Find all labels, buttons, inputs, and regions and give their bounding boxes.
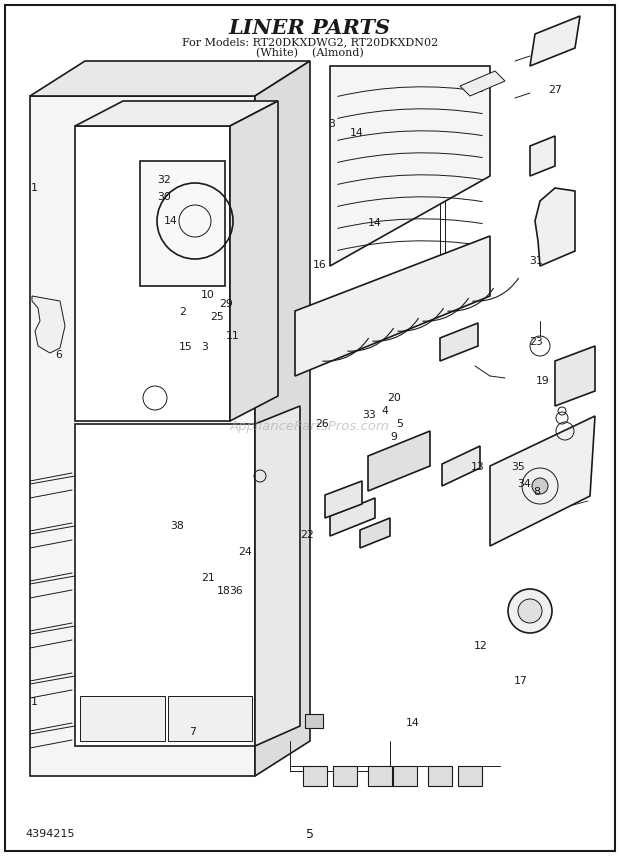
Text: 5: 5 — [306, 828, 314, 841]
Text: 20: 20 — [387, 393, 401, 403]
Bar — [333, 766, 357, 786]
Polygon shape — [255, 61, 310, 776]
Polygon shape — [535, 188, 575, 266]
Polygon shape — [168, 696, 252, 741]
Text: 30: 30 — [157, 192, 171, 202]
Text: 38: 38 — [170, 521, 184, 532]
Bar — [368, 766, 392, 786]
Circle shape — [508, 589, 552, 633]
Text: 16: 16 — [312, 260, 326, 270]
Text: 33: 33 — [362, 410, 376, 420]
Text: 29: 29 — [219, 299, 233, 309]
Text: 11: 11 — [226, 331, 239, 342]
Text: AppliancePartsPros.com: AppliancePartsPros.com — [230, 419, 390, 432]
Text: For Models: RT20DKXDWG2, RT20DKXDN02: For Models: RT20DKXDWG2, RT20DKXDN02 — [182, 37, 438, 47]
Polygon shape — [30, 61, 310, 96]
Text: LINER PARTS: LINER PARTS — [229, 18, 391, 38]
Text: 34: 34 — [517, 479, 531, 489]
Bar — [393, 766, 417, 786]
Polygon shape — [442, 446, 480, 486]
Text: 4394215: 4394215 — [25, 829, 74, 839]
Text: 31: 31 — [529, 256, 543, 266]
Polygon shape — [325, 481, 362, 518]
Polygon shape — [490, 416, 595, 546]
Text: 17: 17 — [514, 675, 528, 686]
Text: 13: 13 — [471, 461, 484, 472]
Text: 22: 22 — [300, 530, 314, 540]
Polygon shape — [75, 424, 255, 746]
Text: 10: 10 — [201, 290, 215, 300]
Circle shape — [518, 599, 542, 623]
Text: 35: 35 — [511, 461, 525, 472]
Text: 7: 7 — [188, 727, 196, 737]
Text: 21: 21 — [201, 573, 215, 583]
Text: 14: 14 — [164, 216, 177, 226]
Polygon shape — [555, 346, 595, 406]
Text: 8: 8 — [533, 487, 540, 497]
Text: 5: 5 — [396, 419, 404, 429]
Polygon shape — [460, 71, 505, 96]
Polygon shape — [368, 431, 430, 491]
Polygon shape — [230, 101, 278, 421]
Text: 9: 9 — [390, 431, 397, 442]
Text: 32: 32 — [157, 175, 171, 185]
Text: 19: 19 — [536, 376, 549, 386]
Bar — [458, 766, 482, 786]
Text: 27: 27 — [548, 85, 562, 95]
Text: 1: 1 — [30, 697, 38, 707]
Circle shape — [532, 478, 548, 494]
Polygon shape — [530, 136, 555, 176]
Text: 14: 14 — [350, 128, 363, 138]
Text: 2: 2 — [179, 307, 187, 318]
Polygon shape — [360, 518, 390, 548]
Polygon shape — [140, 161, 225, 286]
Text: 18: 18 — [216, 586, 230, 596]
Bar — [303, 766, 327, 786]
Text: (White)    (Almond): (White) (Almond) — [256, 48, 364, 58]
Polygon shape — [295, 236, 490, 376]
Text: 12: 12 — [474, 641, 487, 651]
Polygon shape — [75, 101, 278, 126]
Text: 3: 3 — [328, 119, 335, 129]
Text: 15: 15 — [179, 342, 193, 352]
Text: 4: 4 — [381, 406, 388, 416]
Text: 25: 25 — [210, 312, 224, 322]
Polygon shape — [330, 66, 490, 266]
Text: 24: 24 — [238, 547, 252, 557]
Text: 14: 14 — [405, 718, 419, 728]
Bar — [428, 766, 452, 786]
Text: 3: 3 — [201, 342, 208, 352]
Text: 6: 6 — [55, 350, 63, 360]
Text: 36: 36 — [229, 586, 242, 596]
Polygon shape — [80, 696, 165, 741]
Polygon shape — [530, 16, 580, 66]
Text: 23: 23 — [529, 337, 543, 348]
Polygon shape — [32, 296, 65, 353]
Bar — [305, 714, 323, 728]
Polygon shape — [75, 126, 230, 421]
Polygon shape — [30, 96, 255, 776]
Text: 26: 26 — [316, 419, 329, 429]
Text: 1: 1 — [30, 183, 38, 193]
Polygon shape — [330, 498, 375, 536]
Polygon shape — [440, 323, 478, 361]
Text: 14: 14 — [368, 217, 382, 228]
Polygon shape — [255, 406, 300, 746]
